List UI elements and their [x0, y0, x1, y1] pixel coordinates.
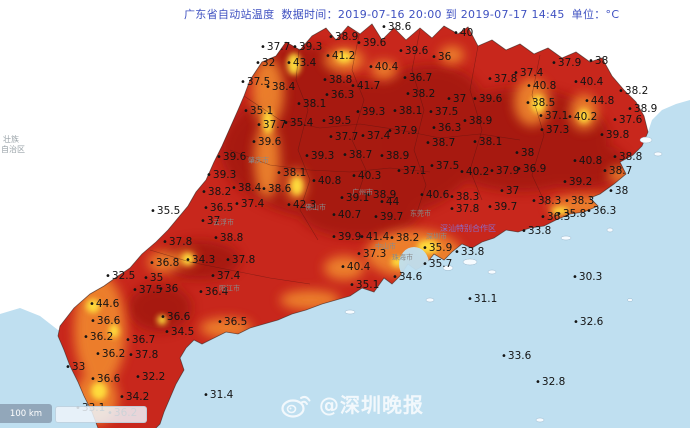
pearl-river-estuary: [399, 247, 429, 281]
title-region: 广东省自动站温度: [184, 8, 275, 21]
islands: [344, 136, 663, 423]
scale-bar: 100 km: [0, 404, 52, 423]
province-outline: [57, 23, 649, 428]
scale-bar-label: 100 km: [9, 408, 43, 419]
map-title: 广东省自动站温度 数据时间：2019-07-16 20:00 到 2019-07-…: [184, 6, 626, 22]
weibo-icon: [281, 395, 311, 418]
watermark: @深圳晚报: [281, 391, 424, 418]
sea-area: [0, 100, 690, 428]
title-time-range: 2019-07-16 20:00 到 2019-07-17 14:45: [337, 8, 565, 21]
title-datatime-label: 数据时间：: [281, 8, 338, 21]
title-unit: 单位：°C: [571, 8, 620, 21]
watermark-text: @深圳晚报: [319, 392, 424, 417]
scale-bar-box: [55, 406, 147, 423]
district-boundaries: [149, 29, 547, 285]
